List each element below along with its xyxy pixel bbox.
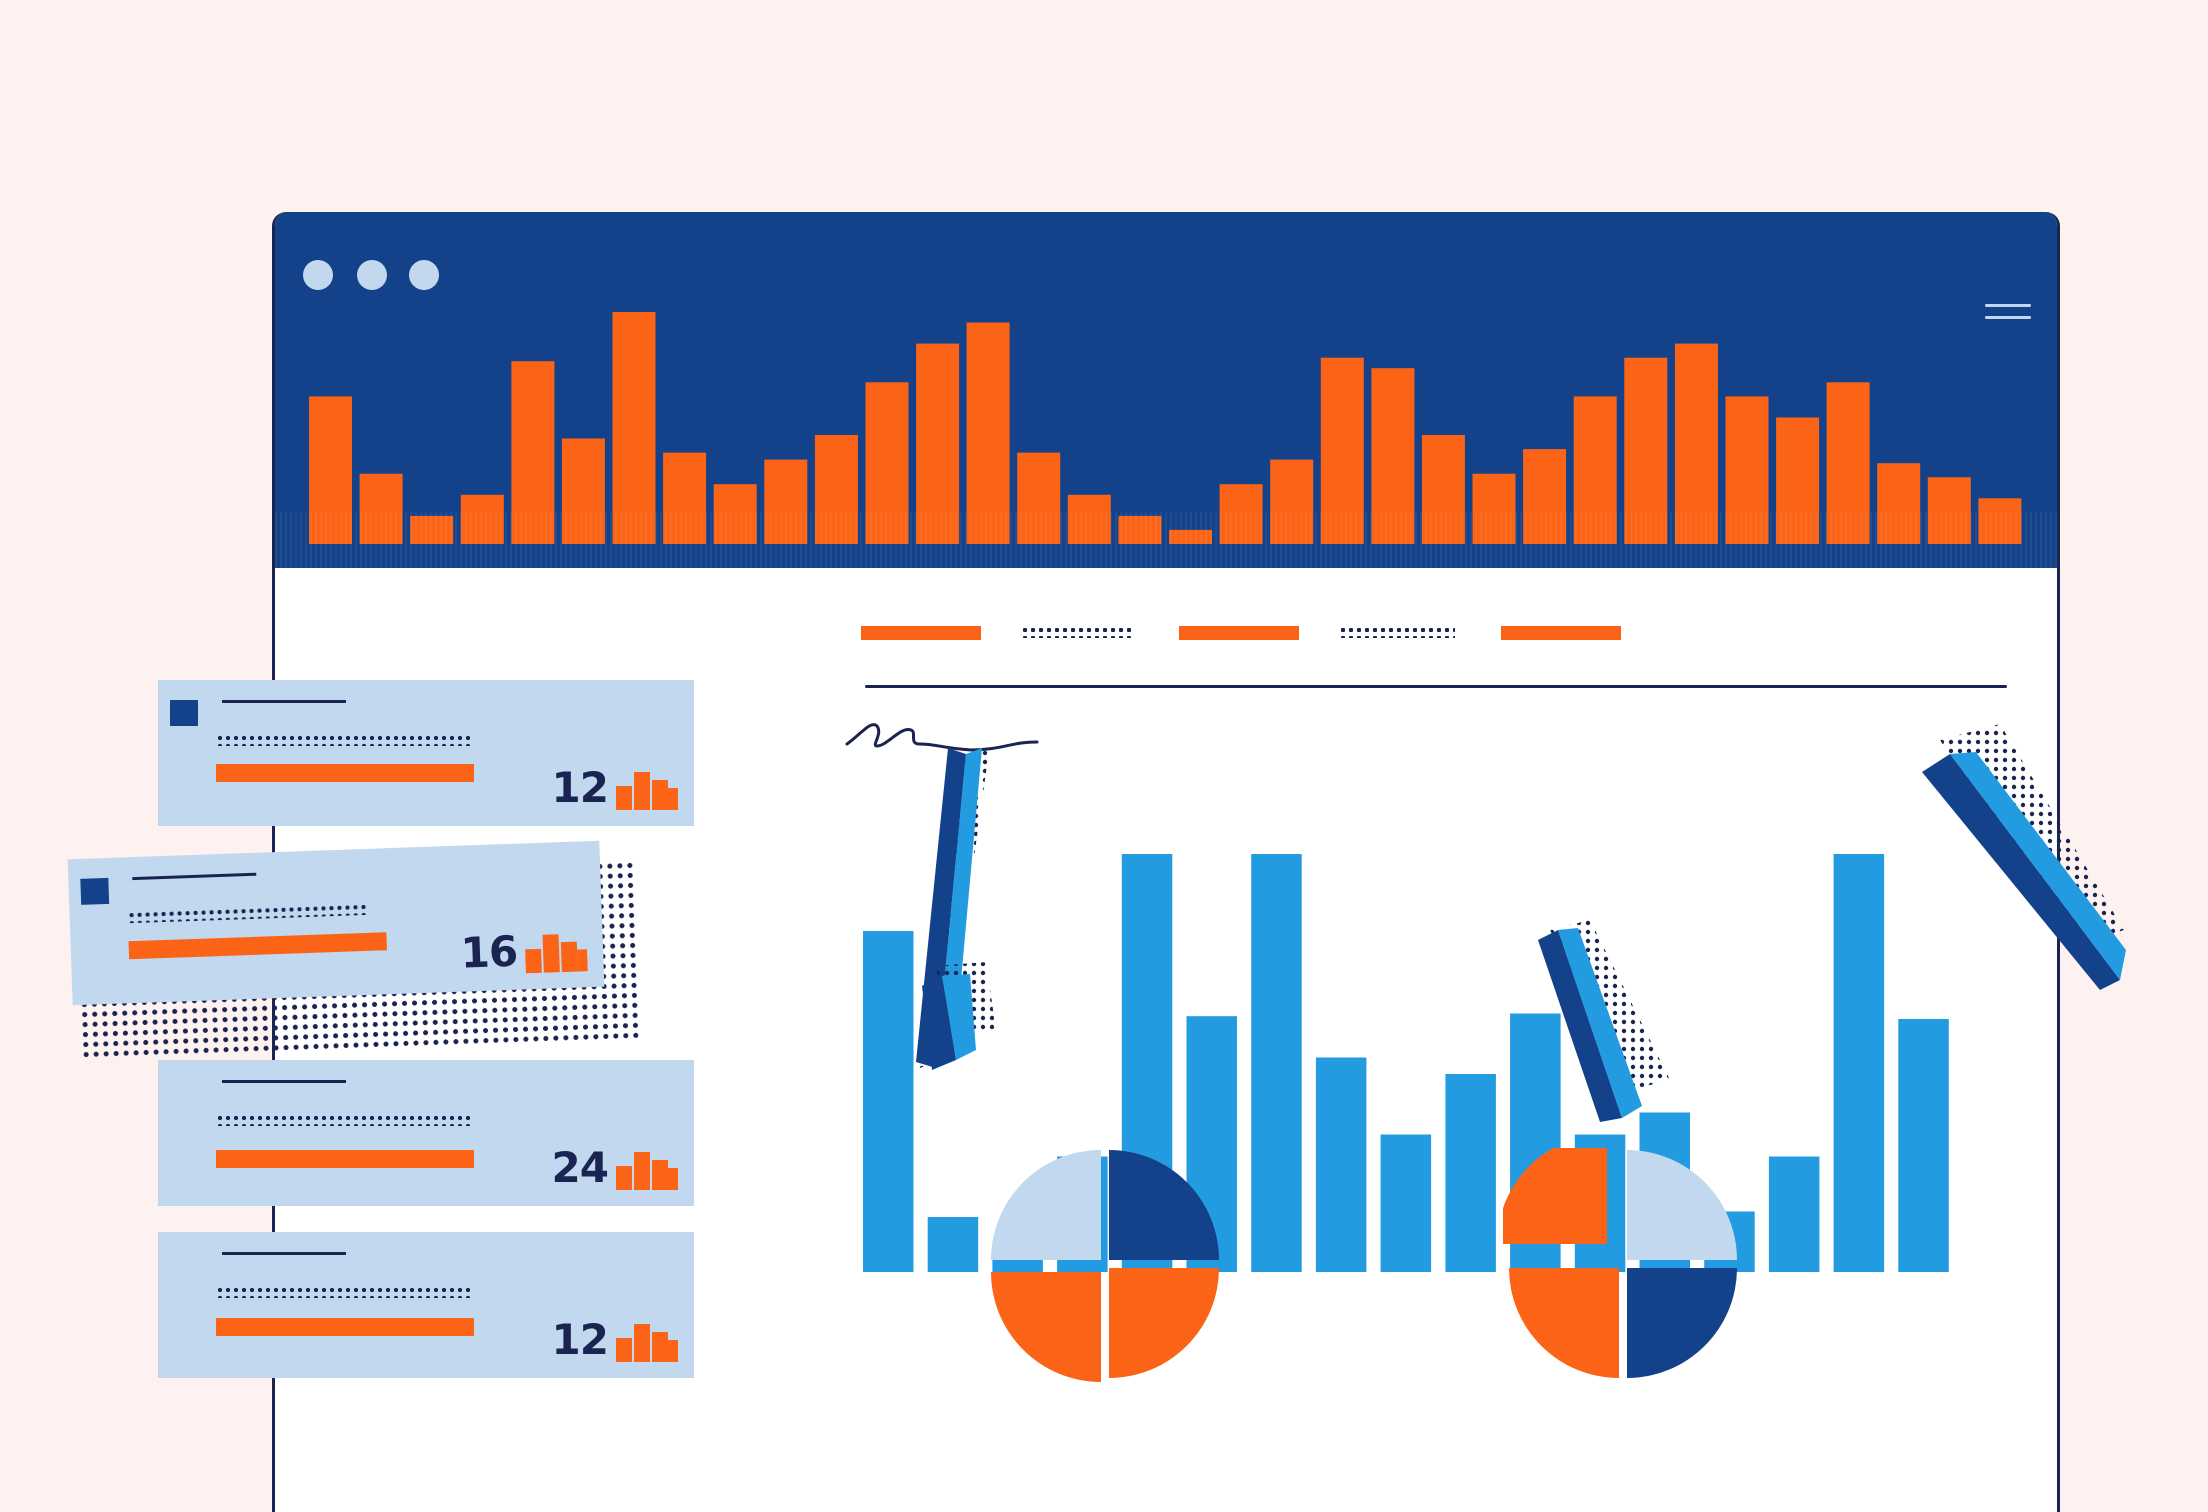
stat-card-3[interactable]: 24 xyxy=(158,1060,694,1206)
stat-card-2[interactable]: 16 xyxy=(67,840,605,1006)
card-dots xyxy=(216,1286,472,1298)
header-chart-bar xyxy=(966,322,1010,544)
card-dots xyxy=(127,902,368,924)
tab-1[interactable] xyxy=(861,626,981,640)
header-chart-bar xyxy=(1624,357,1668,544)
floating-bar-3 xyxy=(1538,920,1670,1122)
main-chart-bar xyxy=(1898,1019,1949,1272)
header-chart-bar xyxy=(460,494,504,544)
card-square-icon xyxy=(170,700,198,726)
header-chart-bar xyxy=(1270,459,1314,544)
content-divider xyxy=(865,685,2007,688)
header-chart-bar xyxy=(1725,396,1769,544)
window-control-dot[interactable] xyxy=(303,260,333,290)
card-dots xyxy=(216,1114,472,1126)
header-chart-bar xyxy=(1371,368,1415,544)
header-chart-bar xyxy=(1523,449,1567,544)
card-line xyxy=(222,1252,346,1255)
card-square-icon xyxy=(80,877,110,905)
header-chart-bar xyxy=(1877,463,1921,544)
header-chart-bar xyxy=(814,435,858,544)
card-line xyxy=(222,700,346,703)
signature-scribble xyxy=(845,723,1039,752)
header-chart-bar xyxy=(612,312,656,544)
header-chart-bar xyxy=(1927,477,1971,544)
header-chart-bar xyxy=(1826,382,1870,544)
title-bar xyxy=(275,212,2057,568)
header-chart-bar xyxy=(916,343,960,544)
hamburger-icon[interactable] xyxy=(1985,304,2031,322)
pie-chart-1 xyxy=(989,1148,1229,1388)
card-count: 24 xyxy=(551,1143,609,1192)
card-bar xyxy=(216,1318,474,1336)
header-chart-bar xyxy=(1017,452,1061,544)
main-chart-bar xyxy=(1445,1074,1496,1272)
main-chart-bar xyxy=(1380,1134,1432,1272)
app-window xyxy=(272,212,2060,1512)
card-count: 12 xyxy=(551,1315,609,1364)
tab-2[interactable] xyxy=(1021,626,1133,638)
main-chart-bar xyxy=(1315,1057,1367,1272)
tab-3[interactable] xyxy=(1179,626,1299,640)
stat-card-1[interactable]: 12 xyxy=(158,680,694,826)
mini-bar-chart-icon xyxy=(616,772,678,810)
main-chart-bar xyxy=(1251,854,1302,1272)
header-chart-bar xyxy=(1573,396,1617,544)
header-chart-bar xyxy=(359,473,403,544)
window-control-dot[interactable] xyxy=(357,260,387,290)
header-chart-bar xyxy=(1118,515,1162,544)
pie-chart-2 xyxy=(1497,1134,1743,1388)
card-bar xyxy=(128,932,387,960)
header-chart-bar xyxy=(764,459,808,544)
header-chart-bar xyxy=(309,396,352,544)
header-chart-bar xyxy=(1674,343,1718,544)
main-chart-bar xyxy=(863,931,914,1272)
card-dots xyxy=(216,734,472,746)
floating-bar-2 xyxy=(922,962,996,1070)
card-line xyxy=(132,872,257,881)
header-chart-bar xyxy=(1978,498,2022,544)
header-chart-bar xyxy=(713,484,757,544)
header-chart-bar xyxy=(865,382,909,544)
header-chart-bar xyxy=(1776,417,1820,544)
header-chart-bar xyxy=(410,515,454,544)
card-bar xyxy=(216,1150,474,1168)
card-count: 12 xyxy=(551,763,609,812)
mini-bar-chart-icon xyxy=(616,1324,678,1362)
main-chart-bar xyxy=(927,1217,979,1272)
header-chart-bar xyxy=(1067,494,1111,544)
mini-bar-chart-icon xyxy=(616,1152,678,1190)
card-bar xyxy=(216,764,474,782)
tab-5[interactable] xyxy=(1501,626,1621,640)
floating-bar-4 xyxy=(1922,724,2126,990)
window-control-dot[interactable] xyxy=(409,260,439,290)
main-chart-bar xyxy=(1768,1156,1820,1272)
header-chart-bar xyxy=(511,361,555,544)
header-chart-bar xyxy=(561,438,605,544)
stat-card-4[interactable]: 12 xyxy=(158,1232,694,1378)
header-chart-bar xyxy=(1472,473,1516,544)
card-line xyxy=(222,1080,346,1083)
card-count: 16 xyxy=(459,926,518,978)
header-bar-chart xyxy=(309,312,2022,544)
header-chart-bar xyxy=(1421,435,1465,544)
main-chart-bar xyxy=(1833,854,1885,1272)
header-chart-bar xyxy=(1320,357,1364,544)
header-chart-bar xyxy=(663,452,707,544)
tab-4[interactable] xyxy=(1339,626,1455,638)
header-chart-bar xyxy=(1219,484,1263,544)
header-chart-bar xyxy=(1169,529,1212,544)
mini-bar-chart-icon xyxy=(525,934,588,974)
